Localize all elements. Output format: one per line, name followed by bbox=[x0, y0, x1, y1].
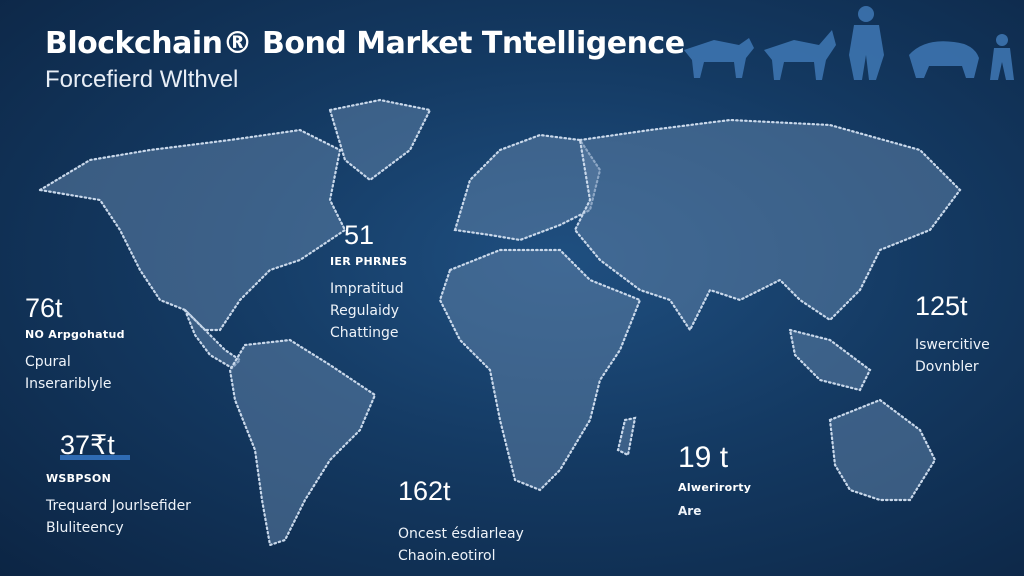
southeast-asia bbox=[788, 328, 872, 392]
madagascar bbox=[616, 416, 637, 457]
stat-card: 162t Oncest ésdiarleay Chaoin.eotirol bbox=[398, 478, 524, 567]
stat-underline bbox=[60, 455, 130, 460]
stat-card: 51 IER PHRNES Impratitud Regulaidy Chattin… bbox=[330, 222, 407, 344]
page-title: Blockchain® Bond Market Tntelligence bbox=[45, 26, 685, 61]
stat-tag: WSBPSON bbox=[46, 472, 112, 485]
stat-line: Regulaidy bbox=[330, 303, 400, 319]
stat-card: 76t NO Arpgohatud Cpural Inserariblyle bbox=[25, 295, 125, 395]
stat-value: 37₹t bbox=[60, 430, 115, 460]
south-america bbox=[228, 338, 377, 547]
asia bbox=[573, 118, 962, 333]
stat-value: 19 t bbox=[678, 441, 729, 474]
stat-tag: NO Arpgohatud bbox=[25, 328, 125, 341]
animal-silhouettes-icon bbox=[684, 6, 1014, 80]
stat-line: Iswercitive bbox=[915, 337, 990, 353]
stat-value: 125t bbox=[915, 291, 968, 321]
africa bbox=[438, 248, 642, 492]
stat-card: 19 t Alwerirorty Are bbox=[678, 443, 751, 522]
page-subtitle: Forcefierd Wlthvel bbox=[45, 66, 239, 93]
stat-tag: IER PHRNES bbox=[330, 255, 408, 268]
stat-line: Inserariblyle bbox=[25, 376, 112, 392]
stat-line: Are bbox=[678, 504, 702, 518]
stat-line: Oncest ésdiarleay bbox=[398, 526, 524, 542]
stat-value: 51 bbox=[344, 220, 375, 250]
australia bbox=[828, 398, 937, 502]
greenland bbox=[328, 98, 432, 182]
stat-line: Cpural bbox=[25, 354, 71, 370]
stat-line: Impratitud bbox=[330, 281, 404, 297]
stat-value: 76t bbox=[25, 293, 63, 323]
stat-card: 37₹t WSBPSON Trequard Jourlsefider Blulit… bbox=[46, 430, 191, 539]
stat-value: 162t bbox=[398, 476, 451, 506]
stat-line: Chattinge bbox=[330, 325, 399, 341]
stat-line: Chaoin.eotirol bbox=[398, 548, 496, 564]
north-america bbox=[36, 128, 347, 332]
stat-line: Dovnbler bbox=[915, 359, 979, 375]
stat-tag: Alwerirorty bbox=[678, 481, 752, 494]
stat-line: Bluliteency bbox=[46, 520, 124, 536]
stat-line: Trequard Jourlsefider bbox=[46, 498, 191, 514]
stat-card: 125t Iswercitive Dovnbler bbox=[915, 293, 990, 378]
